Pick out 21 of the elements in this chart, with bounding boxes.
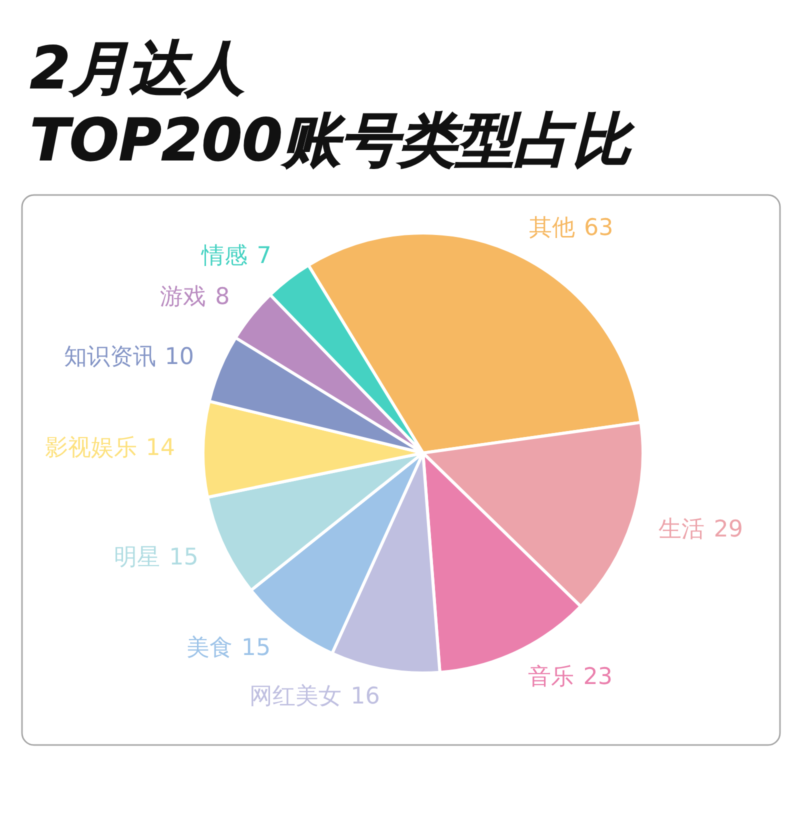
slice-label: 明星 [114, 544, 160, 570]
data-label: 63 [584, 215, 614, 242]
data-label: 8 [215, 284, 230, 310]
slice-label: 游戏 [160, 284, 206, 310]
slice-label: 网红美女 [250, 684, 342, 710]
slice-label: 其他 [528, 215, 575, 242]
slice-label: 知识资讯 [64, 344, 156, 370]
data-label: 15 [241, 634, 271, 661]
data-label: 7 [256, 243, 272, 270]
data-label: 15 [169, 544, 198, 570]
slice-label: 影视娱乐 [44, 434, 137, 461]
data-label: 14 [146, 434, 176, 461]
data-label: 10 [164, 344, 194, 370]
chart-title: 2月达人 TOP200账号类型占比 [30, 34, 634, 174]
data-label: 29 [714, 516, 744, 542]
slice-label: 生活 [658, 516, 705, 542]
data-label: 23 [583, 664, 612, 690]
slice-label: 情感 [200, 243, 248, 270]
data-label: 16 [350, 684, 380, 710]
slice-label: 音乐 [528, 664, 574, 690]
slice-label: 美食 [186, 634, 232, 661]
